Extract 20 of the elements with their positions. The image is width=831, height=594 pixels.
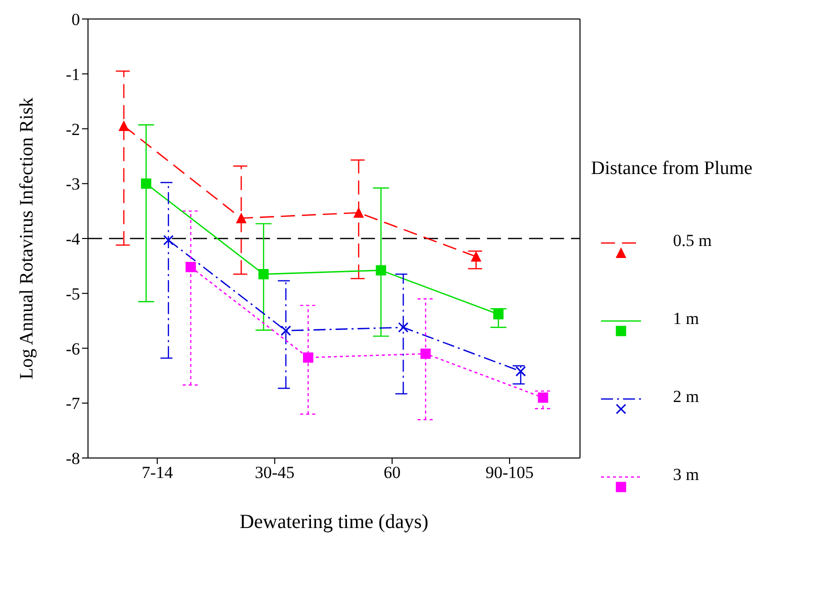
- legend-label: 1 m: [673, 309, 699, 329]
- x-tick-label: 60: [384, 463, 401, 482]
- y-tick-label: -4: [66, 230, 80, 249]
- y-tick-label: -6: [66, 339, 80, 358]
- legend-label: 3 m: [673, 465, 699, 485]
- x-axis-title: Dewatering time (days): [240, 511, 428, 533]
- y-tick-label: 0: [72, 10, 80, 30]
- legend-label: 2 m: [673, 387, 699, 407]
- x-tick-label: 90-105: [485, 463, 534, 482]
- y-tick-label: -1: [66, 64, 80, 84]
- legend-label: 0.5 m: [673, 231, 712, 251]
- y-tick-label: -5: [66, 284, 80, 304]
- x-tick-label: 30-45: [254, 463, 295, 482]
- x-tick-label: 7-14: [142, 463, 174, 482]
- y-tick-label: -3: [66, 174, 80, 194]
- y-axis-title: Log Annual Rotavirus Infection Risk: [16, 97, 38, 380]
- y-tick-label: -7: [66, 394, 80, 414]
- legend-title: Distance from Plume: [591, 158, 754, 180]
- y-tick-label: -8: [66, 449, 80, 468]
- y-tick-label: -2: [66, 120, 80, 139]
